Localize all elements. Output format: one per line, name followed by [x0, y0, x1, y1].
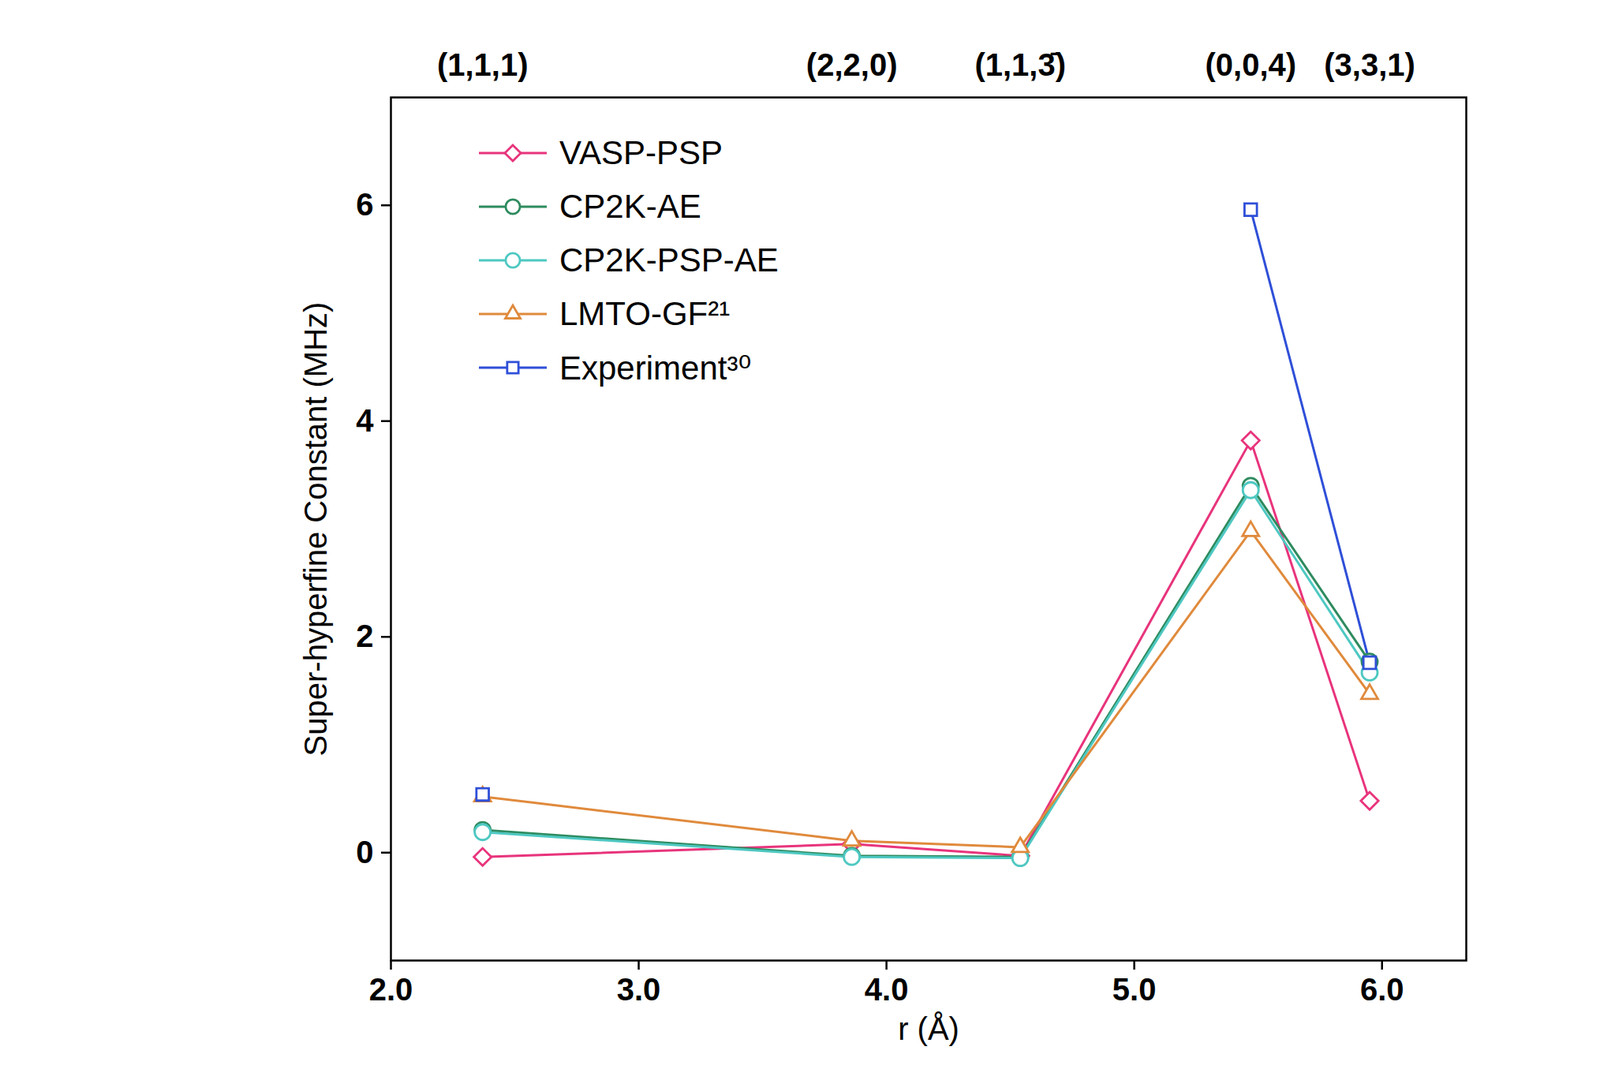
svg-text:4.0: 4.0	[864, 971, 909, 1007]
svg-text:Super-hyperfine Constant (MHz): Super-hyperfine Constant (MHz)	[298, 302, 333, 757]
svg-text:r (Å): r (Å)	[897, 1011, 960, 1047]
html-text:LMTO-GF²¹: LMTO-GF²¹	[559, 295, 730, 333]
svg-text:(1,1,1): (1,1,1)	[437, 47, 529, 83]
svg-text:(3,3,1): (3,3,1)	[1323, 47, 1416, 83]
svg-text:3.0: 3.0	[616, 971, 662, 1007]
svg-text:2: 2	[355, 618, 374, 654]
svg-text:6: 6	[355, 186, 374, 222]
svg-text:2.0: 2.0	[369, 971, 414, 1007]
svg-text:4: 4	[355, 403, 374, 438]
html-text:CP2K-PSP-AE: CP2K-PSP-AE	[559, 241, 779, 279]
svg-text:0: 0	[355, 834, 374, 870]
svg-text:(2,2,0): (2,2,0)	[806, 47, 898, 83]
svg-text:6.0: 6.0	[1360, 971, 1405, 1007]
svg-text:(0,0,4): (0,0,4)	[1204, 47, 1297, 83]
html-text:Experiment³⁰: Experiment³⁰	[559, 349, 752, 387]
html-text:VASP-PSP: VASP-PSP	[559, 134, 723, 172]
html-text:CP2K-AE: CP2K-AE	[559, 187, 702, 225]
svg-text:5.0: 5.0	[1112, 971, 1157, 1007]
svg-text:(1,1,3̄): (1,1,3̄)	[974, 47, 1066, 83]
